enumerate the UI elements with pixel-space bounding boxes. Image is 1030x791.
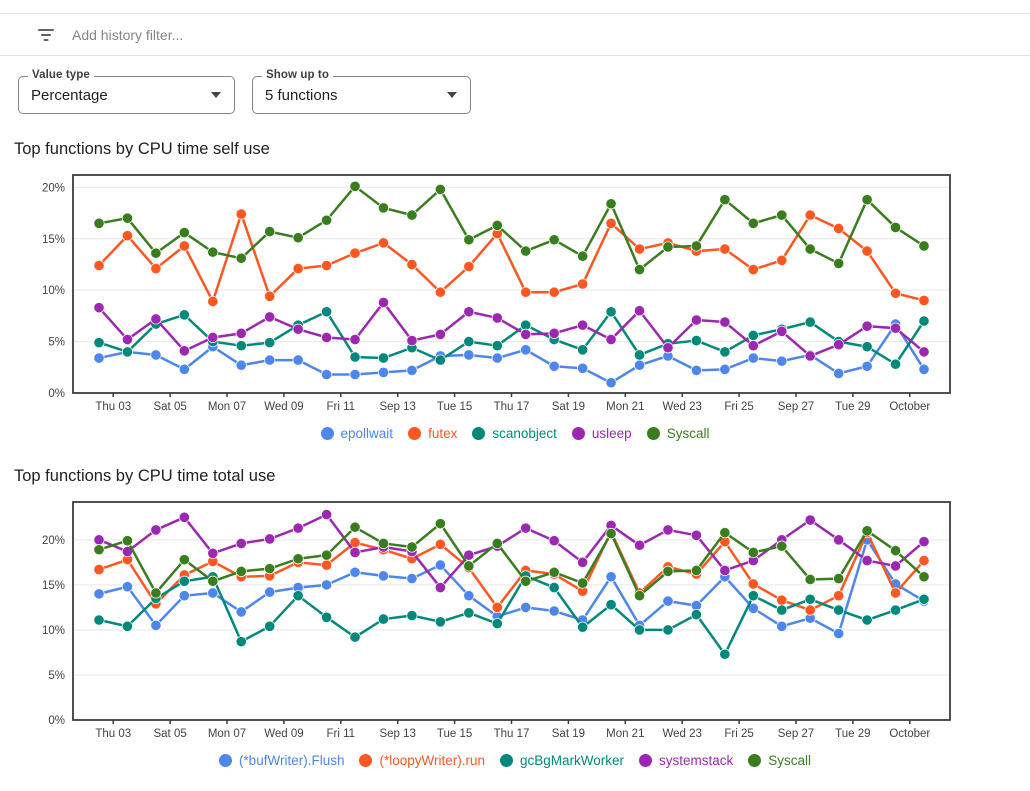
legend-item[interactable]: usleep — [571, 426, 632, 441]
svg-text:Thu 03: Thu 03 — [95, 401, 131, 413]
svg-text:Wed 23: Wed 23 — [662, 401, 701, 413]
legend-dot-icon — [408, 427, 422, 440]
svg-text:10%: 10% — [42, 285, 65, 297]
legend-item[interactable]: scanobject — [472, 426, 557, 441]
chart-section-self-use: Top functions by CPU time self use 20% 15… — [0, 140, 1030, 441]
legend-self-use: epollwait futex scanobject usleep Syscall — [0, 426, 1030, 441]
chevron-down-icon — [211, 92, 221, 98]
history-filter-bar[interactable]: Add history filter... — [0, 13, 1030, 56]
chart-canvas-self-use: 20% 15% 10% 5% 0% Thu 03 Sat 05 Mon 07 Wed 09 Fri… — [0, 167, 1030, 424]
legend-label: gcBgMarkWorker — [520, 753, 625, 768]
legend-label: usleep — [591, 426, 632, 441]
svg-text:Sat 05: Sat 05 — [153, 728, 186, 740]
svg-text:Tue 29: Tue 29 — [835, 401, 870, 413]
svg-text:Sep 13: Sep 13 — [379, 401, 415, 413]
svg-text:5%: 5% — [48, 670, 65, 682]
legend-label: (*loopyWriter).run — [379, 753, 485, 768]
chart-title-self-use: Top functions by CPU time self use — [14, 140, 270, 158]
svg-text:Sat 05: Sat 05 — [153, 401, 186, 413]
svg-text:Mon 21: Mon 21 — [606, 728, 644, 740]
svg-text:Tue 15: Tue 15 — [437, 728, 472, 740]
legend-item[interactable]: epollwait — [320, 426, 394, 441]
svg-text:Mon 21: Mon 21 — [606, 401, 644, 413]
legend-dot-icon — [639, 754, 653, 767]
chevron-down-icon — [447, 92, 457, 98]
legend-label: scanobject — [492, 426, 557, 441]
svg-text:Fri 11: Fri 11 — [327, 728, 356, 740]
filter-list-icon — [38, 28, 54, 41]
chart-svg: 20% 15% 10% 5% 0% Thu 03 Sat 05 Mon 07 Wed 09 Fri… — [42, 501, 951, 740]
svg-text:Sep 27: Sep 27 — [778, 728, 814, 740]
chart-section-total-use: Top functions by CPU time total use 20% 1… — [0, 467, 1030, 768]
legend-item[interactable]: Syscall — [646, 426, 710, 441]
svg-text:Sep 27: Sep 27 — [778, 401, 814, 413]
legend-dot-icon — [748, 754, 762, 767]
svg-text:Fri 11: Fri 11 — [327, 401, 356, 413]
svg-text:Tue 15: Tue 15 — [437, 401, 472, 413]
svg-text:10%: 10% — [42, 625, 65, 637]
legend-item[interactable]: gcBgMarkWorker — [500, 753, 624, 768]
show-up-to-label: Show up to — [262, 69, 333, 81]
legend-label: epollwait — [340, 426, 394, 441]
legend-item[interactable]: (*bufWriter).Flush — [218, 753, 345, 768]
legend-item[interactable]: futex — [408, 426, 457, 441]
value-type-select[interactable]: Value type Percentage — [18, 69, 235, 114]
svg-text:Thu 03: Thu 03 — [95, 728, 131, 740]
legend-dot-icon — [571, 427, 585, 440]
legend-dot-icon — [218, 754, 232, 767]
svg-text:20%: 20% — [42, 535, 65, 547]
legend-dot-icon — [359, 754, 373, 767]
svg-text:Wed 09: Wed 09 — [264, 401, 303, 413]
legend-dot-icon — [500, 754, 513, 767]
show-up-to-select[interactable]: Show up to 5 functions — [252, 69, 471, 114]
svg-text:0%: 0% — [48, 388, 65, 400]
svg-text:October: October — [889, 728, 930, 740]
legend-dot-icon — [646, 427, 660, 440]
history-filter-input[interactable]: Add history filter... — [72, 26, 184, 43]
svg-text:Thu 17: Thu 17 — [494, 401, 530, 413]
chart-controls: Value type Percentage Show up to 5 funct… — [18, 69, 1030, 114]
svg-text:Fri 25: Fri 25 — [724, 401, 753, 413]
show-up-to-value: 5 functions — [265, 86, 338, 104]
svg-text:October: October — [889, 401, 930, 413]
legend-item[interactable]: Syscall — [748, 753, 811, 768]
legend-label: Syscall — [666, 426, 710, 441]
svg-text:5%: 5% — [48, 337, 65, 349]
svg-text:Wed 23: Wed 23 — [662, 728, 701, 740]
svg-text:Sat 19: Sat 19 — [552, 728, 585, 740]
value-type-label: Value type — [28, 69, 94, 81]
legend-item[interactable]: (*loopyWriter).run — [359, 753, 485, 768]
legend-total-use: (*bufWriter).Flush (*loopyWriter).run gcBg… — [0, 753, 1030, 768]
legend-label: (*bufWriter).Flush — [238, 753, 345, 768]
svg-text:Fri 25: Fri 25 — [724, 728, 753, 740]
legend-label: futex — [428, 426, 458, 441]
legend-label: systemstack — [659, 753, 734, 768]
legend-dot-icon — [472, 427, 486, 440]
legend-item[interactable]: systemstack — [639, 753, 733, 768]
svg-text:Mon 07: Mon 07 — [208, 728, 246, 740]
svg-text:Wed 09: Wed 09 — [264, 728, 303, 740]
svg-text:0%: 0% — [48, 715, 65, 727]
svg-text:Sat 19: Sat 19 — [552, 401, 585, 413]
svg-text:20%: 20% — [42, 182, 65, 194]
chart-canvas-total-use: 20% 15% 10% 5% 0% Thu 03 Sat 05 Mon 07 Wed 09 Fri… — [0, 494, 1030, 751]
chart-svg: 20% 15% 10% 5% 0% Thu 03 Sat 05 Mon 07 Wed 09 Fri… — [42, 174, 951, 413]
svg-text:Tue 29: Tue 29 — [835, 728, 870, 740]
svg-text:15%: 15% — [42, 580, 65, 592]
svg-text:15%: 15% — [42, 234, 65, 246]
value-type-value: Percentage — [31, 86, 108, 104]
legend-dot-icon — [320, 427, 334, 440]
svg-text:Mon 07: Mon 07 — [208, 401, 246, 413]
svg-text:Thu 17: Thu 17 — [494, 728, 530, 740]
svg-text:Sep 13: Sep 13 — [379, 728, 415, 740]
chart-title-total-use: Top functions by CPU time total use — [14, 467, 276, 485]
legend-label: Syscall — [768, 753, 812, 768]
